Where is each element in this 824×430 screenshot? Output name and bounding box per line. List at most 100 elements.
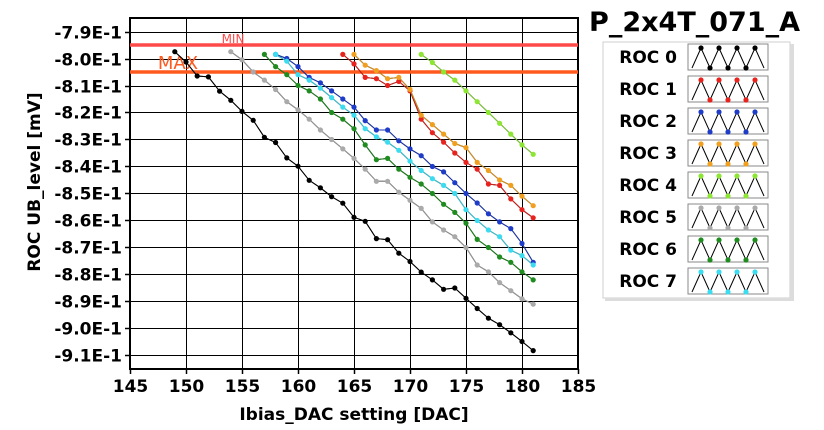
data-point [385, 155, 391, 161]
data-point [474, 166, 480, 172]
legend-swatch-marker [698, 109, 704, 115]
legend-swatch-marker [752, 269, 758, 275]
data-point [530, 348, 536, 354]
data-point [362, 126, 368, 132]
y-tick-label: -9.1E-1 [54, 347, 122, 367]
legend-swatch-marker [743, 65, 749, 71]
y-tick-label: -8.9E-1 [54, 293, 122, 313]
data-point [261, 77, 267, 83]
data-point [530, 262, 536, 268]
data-point [497, 234, 503, 240]
data-point [530, 277, 536, 283]
y-axis: -7.9E-1 -8.0E-1 -8.1E-1 -8.2E-1 -8.3E-1 -8.4E… [54, 24, 130, 367]
legend-swatch-marker [725, 97, 731, 103]
data-point [228, 49, 234, 55]
legend-swatch-marker [743, 289, 749, 295]
data-point [441, 182, 447, 188]
legend-swatch-marker [734, 269, 740, 275]
data-point [485, 227, 491, 233]
data-point [452, 190, 458, 197]
data-point [497, 120, 503, 126]
series-roc-6 [261, 51, 536, 283]
data-point [396, 78, 402, 84]
data-point [340, 96, 346, 102]
data-point [429, 122, 435, 128]
legend-swatch-marker [725, 289, 731, 295]
data-point [441, 227, 447, 233]
legend-label: ROC 5 [619, 208, 677, 228]
series-roc-0 [172, 49, 536, 354]
legend-swatch-marker [743, 161, 749, 167]
data-point [407, 158, 413, 164]
data-point [441, 139, 447, 145]
data-point [261, 51, 267, 58]
data-point [463, 220, 469, 226]
legend: ROC 0 ROC 1 ROC 2 ROC 3 ROC 4 ROC 5 ROC 6 ROC 7 [602, 41, 794, 301]
legend-swatch-marker [698, 45, 704, 51]
data-point [463, 145, 469, 151]
data-point [508, 131, 514, 137]
data-point [519, 338, 525, 345]
x-tick-label: 155 [225, 377, 261, 397]
data-point [351, 126, 357, 132]
y-tick-label: -9.0E-1 [54, 320, 122, 340]
data-point [273, 64, 279, 70]
data-point [497, 219, 503, 225]
data-point [239, 108, 245, 114]
data-point [474, 305, 480, 312]
data-point [329, 95, 335, 101]
legend-swatch-marker [734, 237, 740, 243]
legend-swatch-marker [716, 237, 722, 243]
legend-swatch-marker [725, 225, 731, 231]
legend-swatch-marker [725, 65, 731, 71]
data-point [485, 244, 491, 251]
legend-swatch-marker [725, 257, 731, 263]
data-point [340, 51, 346, 58]
data-point [396, 147, 402, 153]
data-point [284, 72, 290, 78]
legend-swatch-marker [698, 77, 704, 83]
data-point [508, 196, 514, 202]
y-tick-label: -8.4E-1 [54, 158, 122, 178]
data-point [452, 77, 458, 83]
data-point [329, 109, 335, 116]
series-roc-5 [228, 49, 536, 307]
data-point [373, 157, 379, 163]
legend-swatch-marker [716, 77, 722, 83]
data-point [519, 142, 525, 148]
data-point [396, 166, 402, 172]
data-point [295, 107, 301, 113]
data-point [317, 80, 323, 86]
data-point [340, 146, 346, 152]
data-point [273, 86, 279, 93]
data-point [418, 116, 424, 122]
data-point [530, 215, 536, 221]
legend-shadow-bottom [605, 298, 794, 301]
y-tick-label: -8.8E-1 [54, 266, 122, 286]
data-point [508, 259, 514, 265]
x-tick-label: 145 [113, 377, 149, 397]
data-point [329, 194, 335, 200]
data-point [530, 203, 536, 209]
data-point [250, 117, 256, 123]
legend-swatch-marker [725, 193, 731, 199]
legend-swatch-marker [743, 129, 749, 135]
data-point [429, 219, 435, 225]
legend-swatch-marker [707, 129, 713, 135]
data-point [385, 139, 391, 145]
series-line-color [230, 51, 534, 305]
data-point [418, 205, 424, 211]
legend-swatch-marker [707, 225, 713, 231]
data-point [530, 301, 536, 307]
data-point [508, 288, 514, 294]
legend-label: ROC 0 [619, 48, 677, 68]
data-point [407, 258, 413, 265]
data-point [239, 57, 245, 63]
legend-swatch-marker [716, 141, 722, 147]
data-point [418, 181, 424, 187]
data-point [519, 207, 525, 213]
data-point [519, 269, 525, 275]
legend-label: ROC 3 [619, 144, 677, 164]
data-point [228, 97, 234, 103]
data-point [418, 167, 424, 174]
